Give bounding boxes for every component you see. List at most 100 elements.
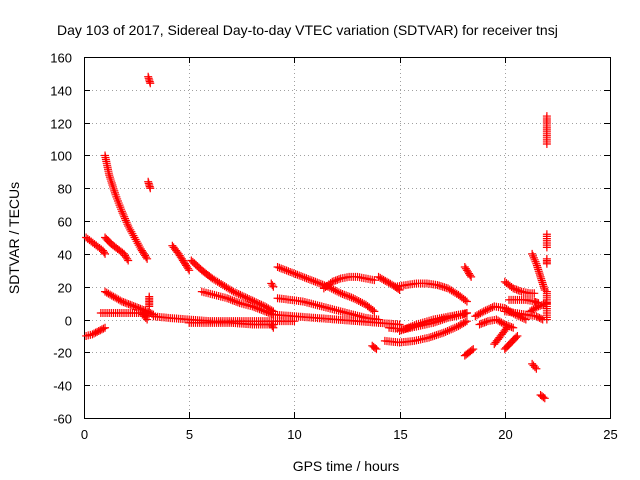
data-point bbox=[532, 303, 541, 312]
data-point bbox=[401, 324, 410, 333]
data-point bbox=[447, 325, 456, 334]
data-point bbox=[445, 326, 454, 335]
data-point bbox=[233, 298, 242, 307]
data-point bbox=[114, 199, 123, 208]
data-point bbox=[542, 299, 551, 308]
data-point bbox=[473, 311, 482, 320]
data-point bbox=[328, 277, 337, 286]
data-point bbox=[474, 310, 483, 319]
data-point bbox=[478, 319, 487, 328]
data-point bbox=[102, 288, 111, 297]
data-point bbox=[284, 267, 293, 276]
y-tick-label: 140 bbox=[50, 84, 72, 99]
data-point bbox=[536, 301, 545, 310]
y-tick-label: 120 bbox=[50, 117, 72, 132]
y-tick-label: -40 bbox=[53, 379, 72, 394]
data-point bbox=[131, 302, 140, 311]
data-point bbox=[537, 276, 546, 285]
data-point bbox=[107, 177, 116, 186]
x-tick-label: 25 bbox=[603, 427, 617, 442]
data-point bbox=[374, 315, 383, 324]
data-point bbox=[123, 254, 132, 263]
data-point bbox=[358, 298, 367, 307]
series-arc-q bbox=[368, 341, 381, 354]
data-point bbox=[510, 285, 519, 294]
data-point bbox=[238, 291, 247, 300]
data-point bbox=[264, 308, 273, 317]
data-point bbox=[302, 274, 311, 283]
data-point bbox=[462, 317, 471, 326]
data-point bbox=[110, 188, 119, 197]
data-point bbox=[109, 184, 118, 193]
data-point bbox=[507, 323, 516, 332]
series-arc-aj bbox=[267, 320, 278, 332]
data-point bbox=[502, 323, 511, 332]
data-point bbox=[528, 249, 537, 258]
y-tick-label: 100 bbox=[50, 149, 72, 164]
data-point bbox=[142, 253, 151, 262]
data-point bbox=[116, 203, 125, 212]
data-point bbox=[121, 298, 130, 307]
data-point bbox=[477, 319, 486, 328]
data-point bbox=[229, 287, 238, 296]
data-point bbox=[111, 190, 120, 199]
data-point bbox=[224, 294, 233, 303]
data-point bbox=[104, 289, 113, 298]
data-point bbox=[492, 315, 501, 324]
data-point bbox=[462, 308, 471, 317]
y-axis-label: SDTVAR / TECUs bbox=[6, 182, 22, 294]
data-point bbox=[268, 322, 277, 331]
series-arc-e bbox=[82, 323, 110, 340]
data-point bbox=[282, 266, 291, 275]
data-point bbox=[122, 299, 131, 308]
data-point bbox=[236, 290, 245, 299]
data-point bbox=[430, 331, 439, 340]
data-point bbox=[259, 306, 268, 315]
data-point bbox=[537, 314, 546, 323]
data-point bbox=[535, 269, 544, 278]
series-arc-o bbox=[273, 294, 383, 324]
series-arc-c bbox=[101, 233, 133, 265]
data-point bbox=[333, 287, 342, 296]
data-point bbox=[452, 322, 461, 331]
series-arc-ah bbox=[526, 299, 551, 316]
data-point bbox=[307, 276, 316, 285]
data-point bbox=[248, 302, 257, 311]
data-point bbox=[532, 259, 541, 268]
data-point bbox=[459, 319, 468, 328]
data-point bbox=[101, 249, 110, 258]
series-arc-l bbox=[185, 318, 278, 329]
data-point bbox=[370, 276, 379, 285]
x-tick-label: 10 bbox=[287, 427, 301, 442]
data-point bbox=[448, 324, 457, 333]
data-point bbox=[537, 274, 546, 283]
data-point bbox=[241, 293, 250, 302]
data-point bbox=[539, 282, 548, 291]
data-point bbox=[497, 318, 506, 327]
series-arc-a bbox=[82, 233, 110, 258]
data-point bbox=[119, 298, 128, 307]
data-point bbox=[512, 285, 521, 294]
data-point bbox=[371, 343, 380, 352]
data-point bbox=[335, 275, 344, 284]
data-points bbox=[82, 72, 551, 403]
data-point bbox=[300, 273, 309, 282]
data-point bbox=[485, 304, 494, 313]
data-point bbox=[117, 205, 126, 214]
data-point bbox=[109, 182, 118, 191]
data-point bbox=[113, 196, 122, 205]
data-point bbox=[541, 299, 550, 308]
data-point bbox=[461, 318, 470, 327]
data-point bbox=[542, 315, 551, 324]
data-point bbox=[145, 302, 154, 311]
series-arc-y bbox=[475, 315, 518, 332]
data-point bbox=[309, 277, 318, 286]
data-point bbox=[257, 305, 266, 314]
data-point bbox=[382, 277, 391, 286]
data-point bbox=[121, 214, 130, 223]
series-cluster-4 bbox=[460, 263, 476, 281]
series-cluster-5 bbox=[542, 112, 551, 148]
axis-ticks: 0 5 10 15 20 25 -60 -40 -20 0 20 40 60 80 100 120 140 160 bbox=[50, 51, 617, 443]
data-point bbox=[119, 210, 128, 219]
data-point bbox=[356, 297, 365, 306]
